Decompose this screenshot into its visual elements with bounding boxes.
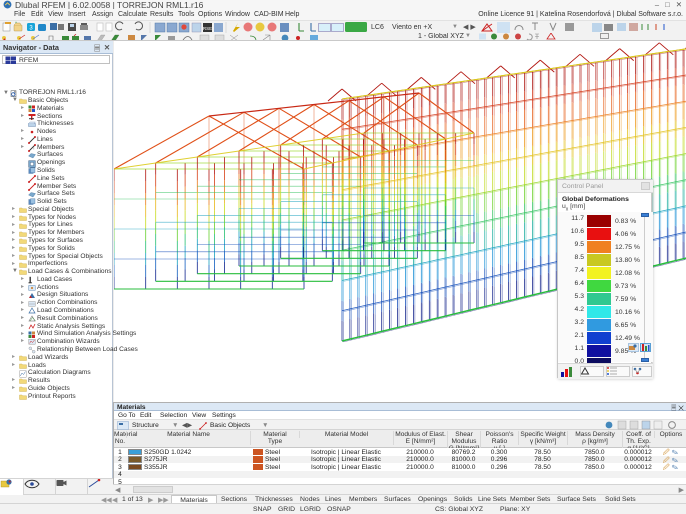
svg-text:I: I [34,146,35,150]
